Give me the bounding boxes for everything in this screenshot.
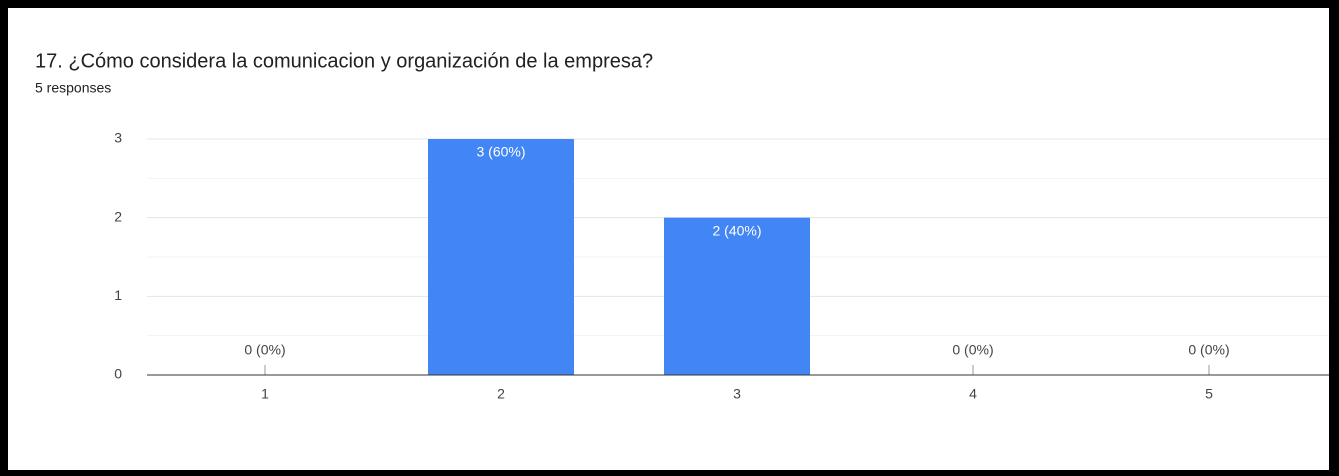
x-tick-label: 1 xyxy=(261,386,269,402)
x-tick-label: 4 xyxy=(969,386,977,402)
x-tick-label: 3 xyxy=(733,386,741,402)
data-label: 0 (0%) xyxy=(1188,342,1229,358)
y-tick-label: 3 xyxy=(114,130,122,146)
chart-title: 17. ¿Cómo considera la comunicacion y or… xyxy=(35,50,653,72)
chart-subtitle: 5 responses xyxy=(35,80,111,96)
y-tick-label: 1 xyxy=(114,287,122,303)
data-label: 3 (60%) xyxy=(476,144,525,160)
data-label: 0 (0%) xyxy=(952,342,993,358)
bar xyxy=(428,139,574,375)
y-tick-label: 0 xyxy=(114,366,122,382)
bar xyxy=(664,217,810,375)
y-tick-label: 2 xyxy=(114,208,122,224)
data-label: 2 (40%) xyxy=(712,222,761,238)
x-tick-label: 2 xyxy=(497,386,505,402)
x-tick-label: 5 xyxy=(1205,386,1213,402)
data-label: 0 (0%) xyxy=(244,342,285,358)
